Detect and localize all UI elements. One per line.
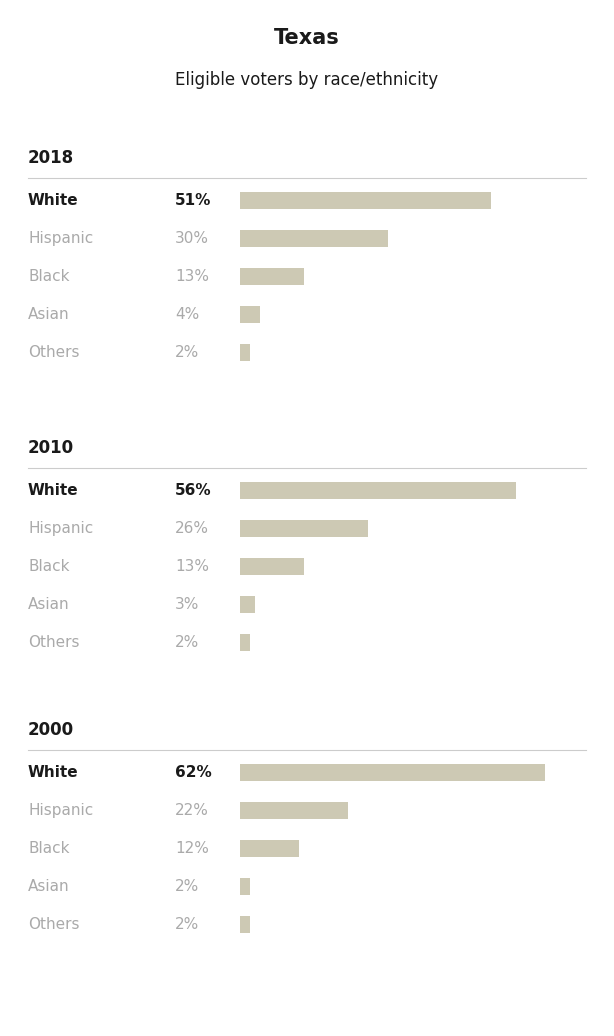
Text: White: White xyxy=(28,483,79,498)
Text: Black: Black xyxy=(28,841,69,856)
Text: Hispanic: Hispanic xyxy=(28,803,93,818)
Text: White: White xyxy=(28,193,79,208)
Bar xyxy=(240,192,491,209)
Text: 2%: 2% xyxy=(175,635,200,650)
Text: 13%: 13% xyxy=(175,559,209,574)
Text: Others: Others xyxy=(28,345,79,359)
Text: Eligible voters by race/ethnicity: Eligible voters by race/ethnicity xyxy=(176,71,438,89)
Text: 51%: 51% xyxy=(175,193,211,208)
Bar xyxy=(240,840,299,857)
Bar xyxy=(240,634,250,651)
Text: White: White xyxy=(28,765,79,780)
Text: 56%: 56% xyxy=(175,483,212,498)
Text: 2%: 2% xyxy=(175,879,200,894)
Bar xyxy=(240,802,348,819)
Text: 13%: 13% xyxy=(175,269,209,284)
Bar xyxy=(240,520,368,537)
Bar xyxy=(240,596,255,613)
Text: 12%: 12% xyxy=(175,841,209,856)
Text: 26%: 26% xyxy=(175,521,209,536)
Text: Asian: Asian xyxy=(28,879,69,894)
Text: Others: Others xyxy=(28,635,79,650)
Text: 3%: 3% xyxy=(175,597,200,612)
Text: 2010: 2010 xyxy=(28,439,74,457)
Text: 62%: 62% xyxy=(175,765,212,780)
Text: 30%: 30% xyxy=(175,231,209,246)
Text: 2%: 2% xyxy=(175,345,200,359)
Bar xyxy=(240,268,304,285)
Text: Asian: Asian xyxy=(28,597,69,612)
Bar xyxy=(240,877,250,895)
Bar xyxy=(240,344,250,361)
Text: 4%: 4% xyxy=(175,307,200,322)
Bar xyxy=(240,764,545,781)
Text: Asian: Asian xyxy=(28,307,69,322)
Bar xyxy=(240,916,250,933)
Bar xyxy=(240,306,260,323)
Text: Black: Black xyxy=(28,559,69,574)
Text: Hispanic: Hispanic xyxy=(28,521,93,536)
Bar xyxy=(240,558,304,575)
Text: Others: Others xyxy=(28,917,79,932)
Text: Texas: Texas xyxy=(274,28,340,48)
Text: 22%: 22% xyxy=(175,803,209,818)
Text: 2%: 2% xyxy=(175,917,200,932)
Text: Hispanic: Hispanic xyxy=(28,231,93,246)
Bar xyxy=(240,482,516,499)
Text: 2018: 2018 xyxy=(28,149,74,167)
Text: 2000: 2000 xyxy=(28,721,74,739)
Bar xyxy=(240,230,387,247)
Text: Black: Black xyxy=(28,269,69,284)
